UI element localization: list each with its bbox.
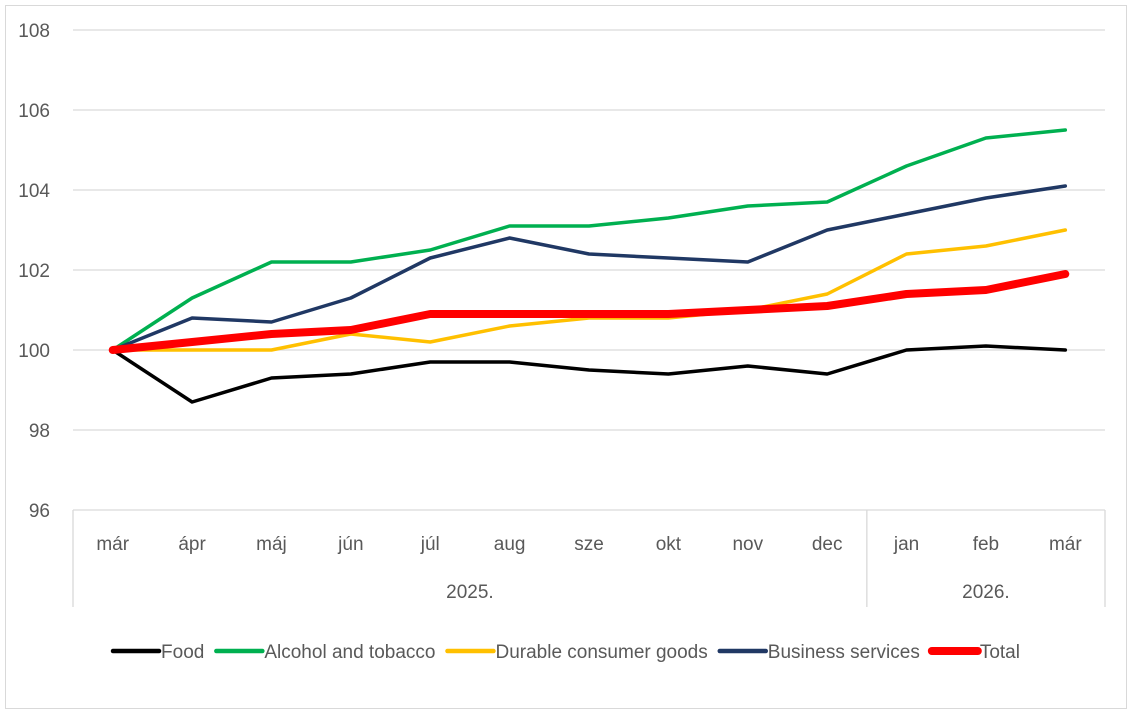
series-line-food [110,344,1068,404]
x-tick-label: júl [420,534,440,555]
legend-label: Durable consumer goods [495,642,707,663]
x-tick-label: nov [732,534,763,555]
legend: Food Alcohol and tobacco Durable consumer … [110,642,1020,663]
x-tick-label: okt [656,534,682,555]
y-tick-label: 102 [18,261,50,282]
x-tick-label: feb [973,534,999,555]
x-tick-label: máj [256,534,287,555]
x-tick-label: dec [812,534,843,555]
chart-frame [5,5,1127,709]
y-tick-label: 104 [18,181,50,202]
series-line-alcohol-and-tobacco [110,128,1068,352]
y-axis-ticks: 96 98 100 102 104 106 108 [18,21,50,522]
series-line-business-services [110,184,1068,352]
y-tick-label: 108 [18,21,50,42]
x-axis: 2025. 2026. már ápr máj jún júl aug sze okt nov dec… [72,509,1106,607]
series-line-total [108,270,1070,354]
x-tick-label: már [1049,534,1082,555]
y-tick-label: 106 [18,101,50,122]
x-tick-label: jún [337,534,363,555]
x-group-label: 2025. [446,582,494,603]
y-tick-label: 98 [29,421,50,442]
legend-label: Total [980,642,1020,663]
legend-label: Alcohol and tobacco [264,642,435,663]
x-tick-label: aug [494,534,526,555]
legend-label: Business services [768,642,920,663]
x-tick-label: már [96,534,129,555]
legend-label: Food [161,642,204,663]
y-tick-label: 100 [18,341,50,362]
x-tick-label: jan [893,534,919,555]
x-group-label: 2026. [962,582,1010,603]
y-tick-label: 96 [29,501,50,522]
x-tick-label: sze [574,534,604,555]
series-lines [108,128,1070,404]
x-tick-label: ápr [178,534,206,555]
